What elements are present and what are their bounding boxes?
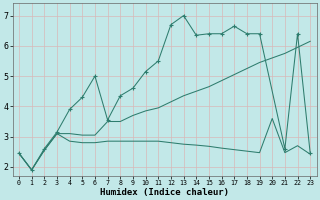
X-axis label: Humidex (Indice chaleur): Humidex (Indice chaleur) — [100, 188, 229, 197]
